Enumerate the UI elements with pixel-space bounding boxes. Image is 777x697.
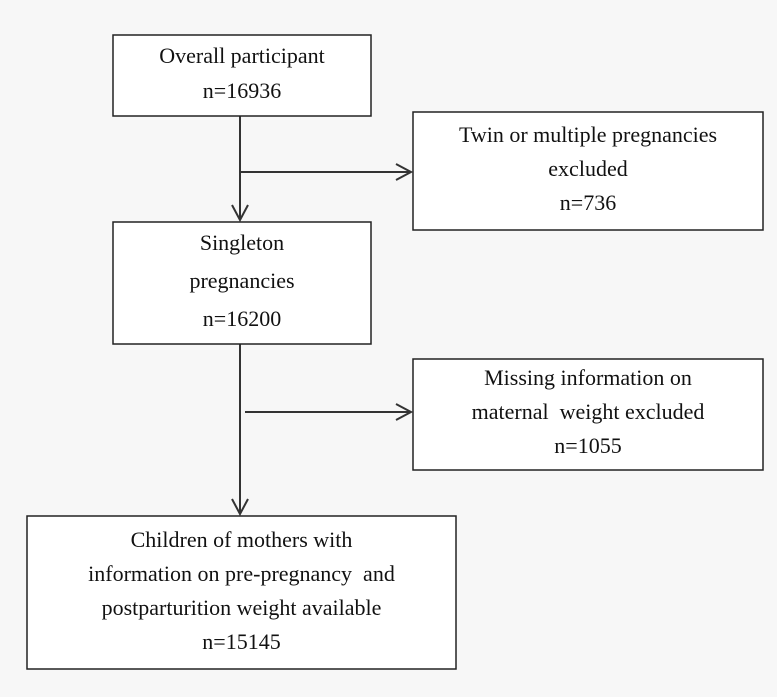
node-label: n=16200 bbox=[203, 306, 281, 331]
node-label: Twin or multiple pregnancies bbox=[459, 122, 717, 147]
node-label: maternal weight excluded bbox=[472, 399, 705, 424]
node-label: n=736 bbox=[560, 190, 616, 215]
node: Missing information on maternal weight ex… bbox=[412, 358, 764, 471]
node-label: Singleton bbox=[200, 230, 284, 255]
connectors bbox=[231, 116, 414, 517]
node-label: postparturition weight available bbox=[102, 595, 382, 620]
node-box bbox=[26, 515, 457, 670]
node: Singleton pregnancies n=16200 bbox=[112, 221, 372, 345]
node-box bbox=[412, 111, 764, 231]
node: Twin or multiple pregnancies excluded n=73… bbox=[412, 111, 764, 231]
arrowhead bbox=[231, 204, 249, 223]
node-label: excluded bbox=[548, 156, 627, 181]
node-label: pregnancies bbox=[189, 268, 294, 293]
node-label: Overall participant bbox=[159, 43, 325, 68]
node-label: n=15145 bbox=[202, 629, 280, 654]
node-label: Missing information on bbox=[484, 365, 692, 390]
node-label: information on pre-pregnancy and bbox=[88, 561, 395, 586]
node-box bbox=[112, 34, 372, 117]
node-box bbox=[112, 221, 372, 345]
node-label: Children of mothers with bbox=[131, 527, 353, 552]
arrowhead bbox=[395, 403, 414, 421]
node-label: n=16936 bbox=[203, 78, 281, 103]
node-label: n=1055 bbox=[554, 433, 621, 458]
node: Overall participant n=16936 bbox=[112, 34, 372, 117]
node: Children of mothers with information on p… bbox=[26, 515, 457, 670]
arrowhead bbox=[231, 498, 249, 517]
arrowhead bbox=[395, 163, 414, 181]
node-box bbox=[412, 358, 764, 471]
